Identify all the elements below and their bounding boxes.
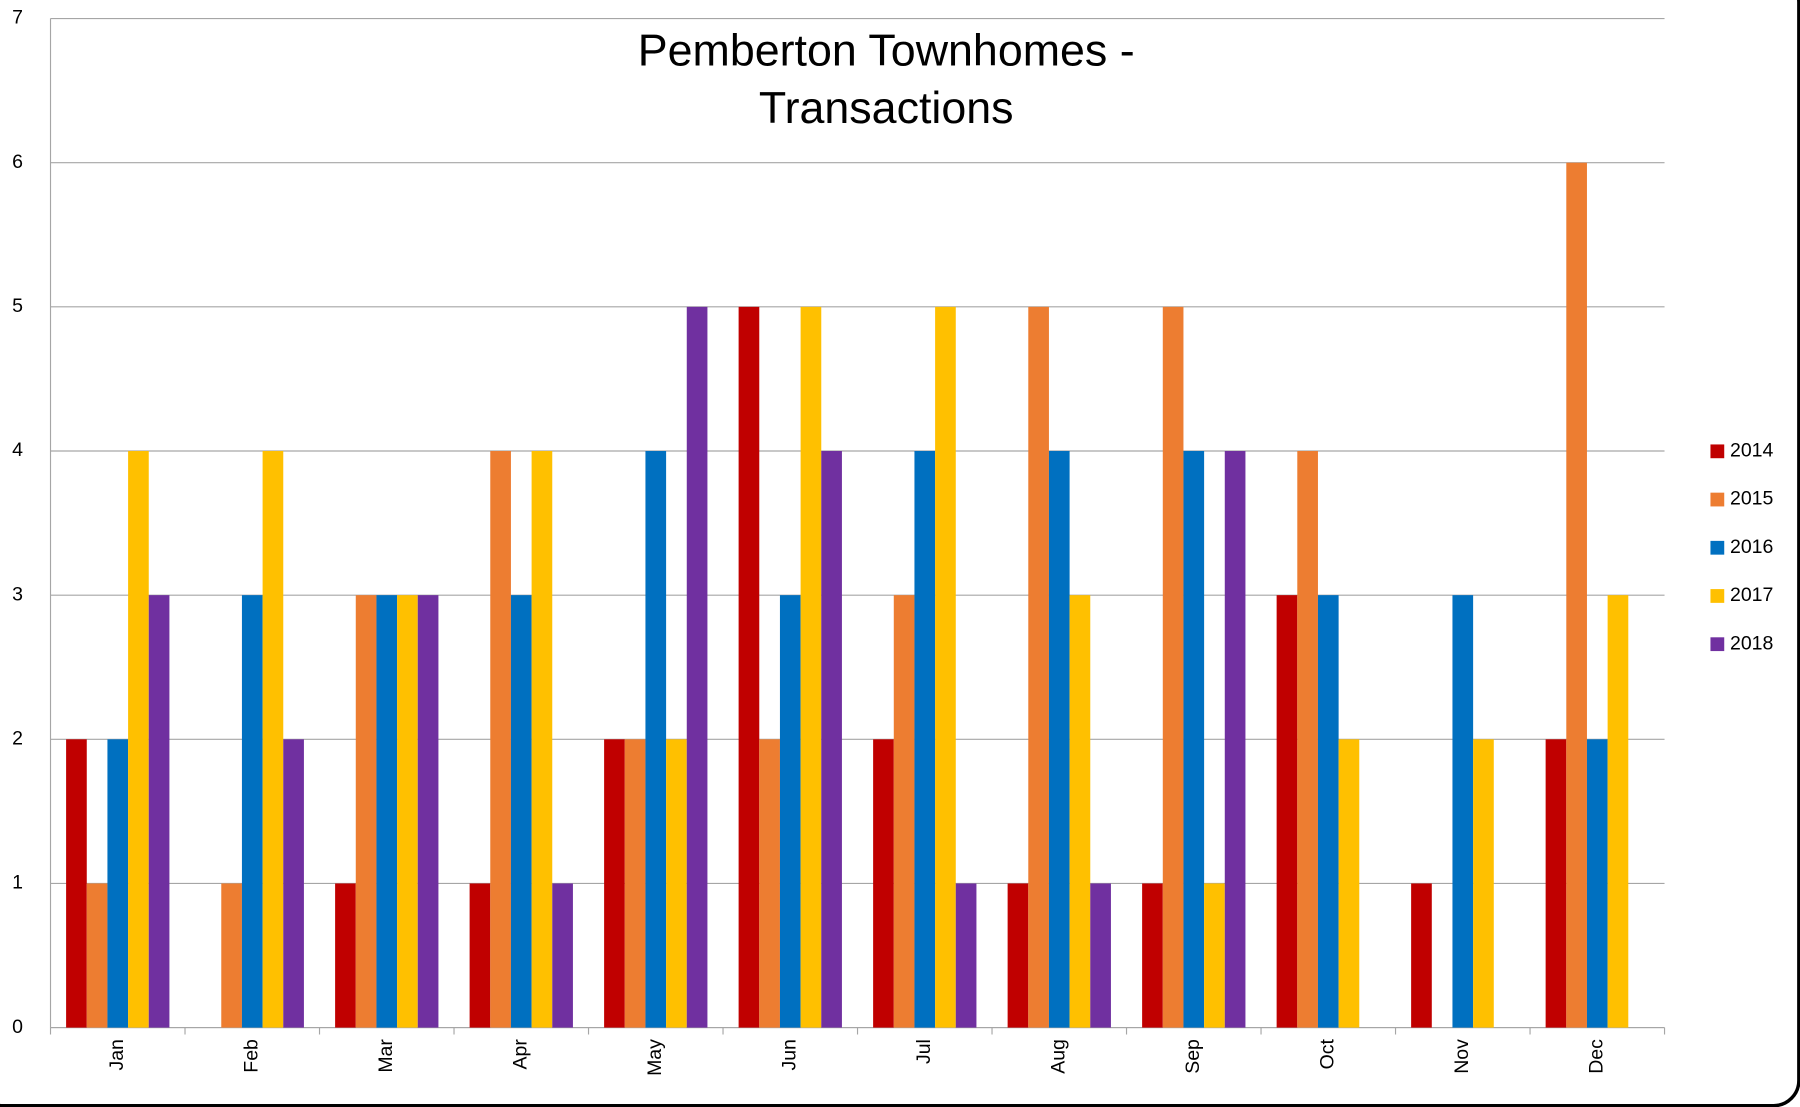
bar	[397, 595, 418, 1028]
bar	[262, 451, 284, 1028]
y-tick-label: 1	[12, 872, 23, 894]
bar	[1048, 451, 1070, 1028]
bar	[624, 739, 646, 1028]
legend-swatch	[1710, 444, 1725, 459]
bar	[128, 451, 149, 1028]
x-tick-label: Nov	[1451, 1039, 1473, 1074]
bar	[1297, 451, 1318, 1028]
bar	[1317, 595, 1339, 1028]
bar	[66, 739, 87, 1028]
legend-label: 2018	[1730, 632, 1773, 654]
y-tick-label: 4	[12, 439, 23, 461]
bar	[1069, 595, 1091, 1028]
legend-label: 2014	[1730, 439, 1774, 461]
bar	[1204, 883, 1225, 1028]
x-tick-label: Aug	[1047, 1039, 1069, 1074]
bar	[355, 595, 377, 1028]
x-tick-label: Jan	[106, 1039, 128, 1070]
bar	[148, 595, 170, 1028]
bar	[738, 306, 760, 1028]
x-tick-label: May	[644, 1039, 666, 1076]
x-tick-label: Oct	[1316, 1039, 1338, 1070]
bar	[417, 595, 439, 1028]
bar	[552, 883, 573, 1028]
bar	[376, 595, 398, 1028]
y-tick-label: 5	[12, 295, 23, 317]
bar	[1276, 595, 1298, 1028]
legend-swatch	[1710, 492, 1725, 507]
bar	[1545, 739, 1567, 1028]
bar	[1566, 162, 1587, 1028]
y-tick-label: 3	[12, 583, 23, 605]
bar	[1142, 883, 1163, 1028]
y-tick-label: 2	[12, 727, 23, 749]
bar	[1162, 306, 1184, 1028]
bar	[821, 451, 842, 1028]
legend-swatch	[1710, 589, 1725, 603]
bar	[645, 451, 667, 1028]
y-tick-label: 6	[12, 151, 23, 173]
bar	[686, 306, 708, 1028]
bar	[241, 595, 263, 1028]
bar	[779, 595, 801, 1028]
bar	[86, 883, 108, 1028]
legend-label: 2015	[1730, 488, 1774, 510]
bar	[510, 595, 532, 1028]
x-tick-label: Sep	[1182, 1039, 1204, 1074]
bar	[531, 451, 553, 1028]
x-tick-label: Dec	[1585, 1039, 1607, 1074]
x-tick-label: Jun	[778, 1039, 800, 1070]
bar	[1411, 883, 1432, 1028]
bar	[1090, 883, 1111, 1028]
bar	[1607, 595, 1629, 1028]
bar	[604, 739, 625, 1028]
bar	[1183, 451, 1205, 1028]
bar	[893, 595, 915, 1028]
x-tick-label: Mar	[375, 1039, 397, 1073]
bar	[1224, 451, 1246, 1028]
bar	[1473, 739, 1494, 1028]
x-tick-label: Jul	[913, 1039, 935, 1064]
bar	[914, 451, 936, 1028]
bar	[1452, 595, 1474, 1028]
x-tick-label: Apr	[509, 1039, 531, 1070]
bar	[1586, 739, 1608, 1028]
bar	[335, 883, 356, 1028]
bar	[955, 883, 977, 1028]
y-tick-label: 7	[12, 7, 23, 29]
bar	[1028, 306, 1049, 1028]
bar	[666, 739, 687, 1028]
bar	[800, 306, 822, 1028]
bar	[490, 451, 511, 1028]
chart-title: Pemberton Townhomes - Transactions	[637, 26, 1135, 134]
bar	[873, 739, 894, 1028]
bar	[469, 883, 491, 1028]
legend-label: 2017	[1730, 584, 1773, 606]
bar	[935, 306, 956, 1028]
y-tick-label: 0	[12, 1016, 23, 1038]
bar	[221, 883, 242, 1028]
bar	[1338, 739, 1360, 1028]
legend-label: 2016	[1730, 536, 1773, 558]
bar	[283, 739, 304, 1028]
x-tick-label: Feb	[240, 1039, 262, 1073]
bar	[107, 739, 129, 1028]
title-box: Pemberton Townhomes - Transactions	[637, 26, 1135, 134]
legend-swatch	[1710, 637, 1725, 652]
bar	[759, 739, 780, 1028]
legend-swatch	[1710, 540, 1725, 555]
bar	[1007, 883, 1029, 1028]
